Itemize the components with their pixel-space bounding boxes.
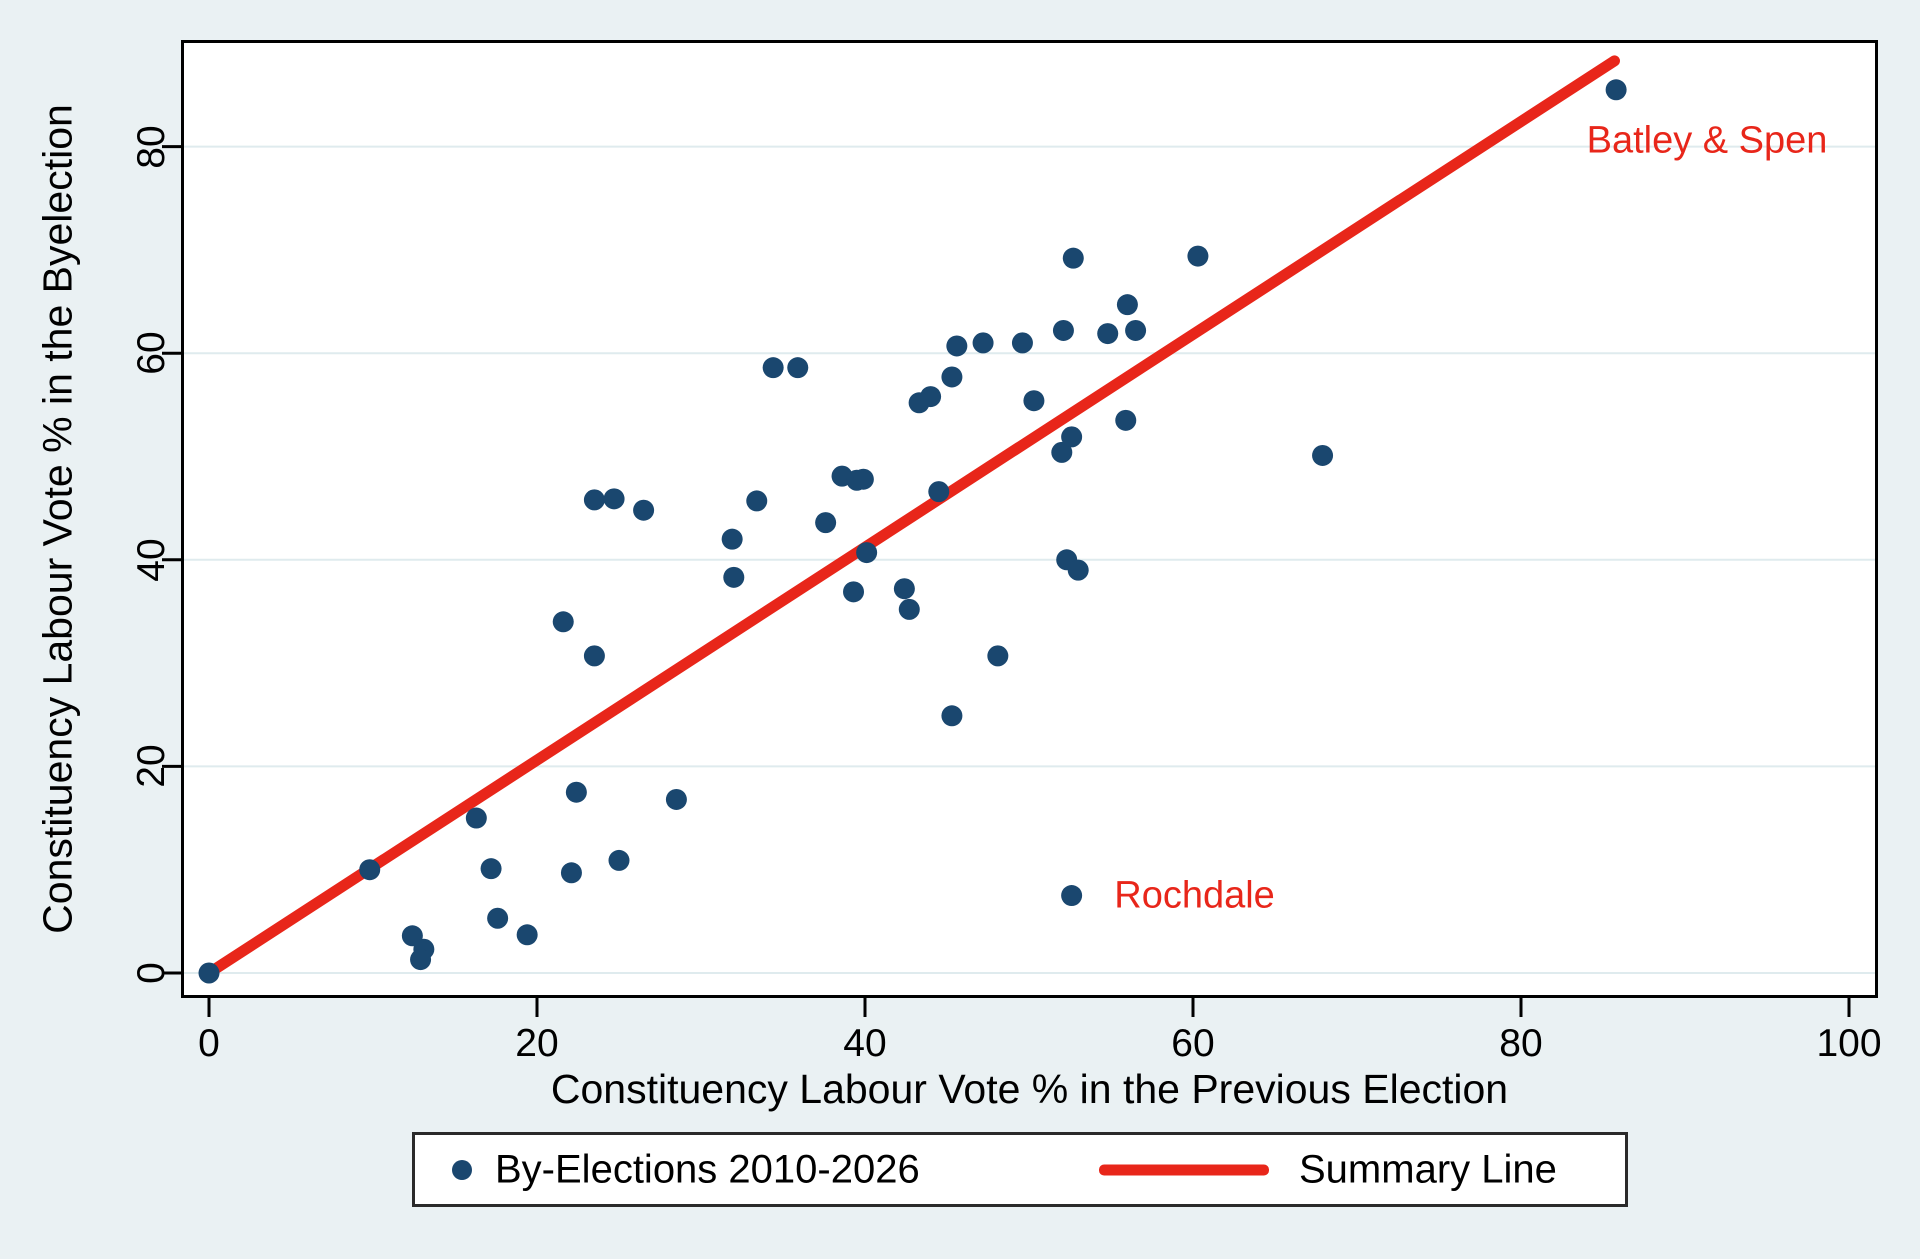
data-point	[1051, 441, 1073, 463]
data-point	[410, 949, 432, 971]
data-point	[941, 366, 963, 388]
data-point	[893, 578, 915, 600]
plot-area	[181, 40, 1878, 998]
data-point	[723, 566, 745, 588]
data-point	[1125, 319, 1147, 341]
data-point	[852, 468, 874, 490]
x-tick-label: 40	[843, 1022, 887, 1065]
data-point	[1062, 247, 1084, 269]
data-point	[815, 512, 837, 534]
data-point	[552, 611, 574, 633]
data-point	[465, 807, 487, 829]
x-tick-label: 0	[198, 1022, 220, 1065]
annotation-rochdale: Rochdale	[1114, 875, 1275, 917]
legend-dot-marker	[452, 1159, 472, 1180]
data-point	[1067, 559, 1089, 581]
x-tick-label: 100	[1816, 1022, 1882, 1065]
y-tick-label: 40	[130, 538, 173, 582]
data-point	[608, 849, 630, 871]
y-axis-title: Constituency Labour Vote % in the Byelec…	[34, 104, 81, 934]
legend: By-Elections 2010-2026 Summary Line	[412, 1132, 1628, 1207]
data-point	[1061, 426, 1083, 448]
data-point	[928, 481, 950, 503]
data-point	[946, 335, 968, 357]
x-tick-label: 20	[515, 1022, 559, 1065]
data-point	[987, 645, 1009, 667]
y-tick-label: 60	[130, 331, 173, 375]
legend-label-byelections: By-Elections 2010-2026	[495, 1147, 920, 1191]
data-point	[1115, 409, 1137, 431]
data-point	[787, 357, 809, 379]
data-point	[1061, 885, 1083, 907]
data-point	[480, 858, 502, 880]
data-point	[198, 962, 220, 984]
data-point	[1023, 390, 1045, 412]
data-point	[972, 332, 994, 354]
data-point	[583, 489, 605, 511]
data-point	[603, 488, 625, 510]
data-point	[565, 781, 587, 803]
x-axis-title: Constituency Labour Vote % in the Previo…	[550, 1066, 1509, 1112]
data-point	[856, 542, 878, 564]
data-point	[721, 528, 743, 550]
data-point	[560, 862, 582, 884]
y-tick-label: 80	[130, 124, 173, 169]
y-tick-label: 20	[130, 744, 173, 789]
data-point	[1605, 79, 1627, 101]
data-point	[516, 924, 538, 946]
data-point	[487, 907, 509, 929]
data-point	[920, 386, 942, 408]
data-point	[633, 499, 655, 521]
annotation-batley-spen: Batley & Spen	[1587, 119, 1828, 161]
data-point	[762, 357, 784, 379]
data-point	[1187, 245, 1209, 267]
plot-border	[181, 40, 1878, 998]
x-tick-label: 80	[1499, 1022, 1543, 1065]
data-point	[1116, 294, 1138, 316]
data-point	[1011, 332, 1033, 354]
data-point	[898, 598, 920, 620]
data-point	[941, 705, 963, 727]
data-point	[1052, 319, 1074, 341]
x-tick-label: 60	[1171, 1022, 1215, 1065]
data-point	[1312, 444, 1334, 466]
y-tick-label: 0	[130, 962, 173, 984]
data-point	[359, 859, 381, 881]
legend-line-marker	[1099, 1164, 1269, 1175]
data-point	[583, 645, 605, 667]
data-point	[843, 581, 865, 603]
data-point	[665, 788, 687, 810]
data-point	[746, 490, 768, 512]
data-point	[1097, 323, 1119, 345]
legend-label-summary-line: Summary Line	[1299, 1147, 1557, 1191]
summary-line	[203, 55, 1620, 979]
